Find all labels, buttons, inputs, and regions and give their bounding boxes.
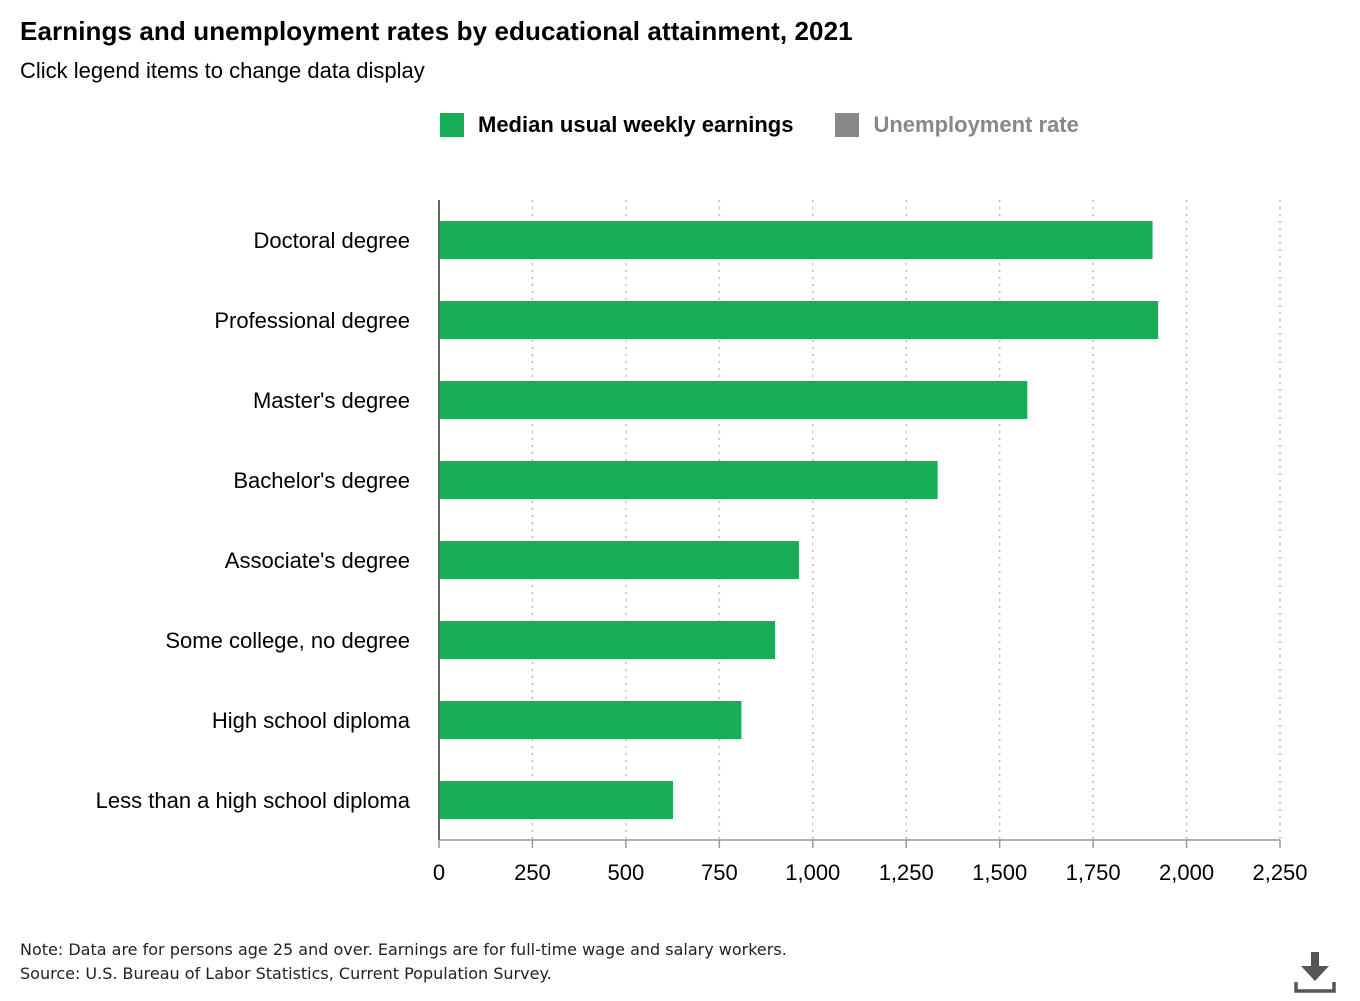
category-label: Master's degree [253, 388, 410, 413]
bar [439, 301, 1159, 339]
legend-swatch-earnings [440, 113, 464, 137]
legend-label-unemployment: Unemployment rate [873, 112, 1079, 137]
bar-chart: 0 250 500 750 1,000 1,250 1,500 1,750 2,000 2,250… [96, 200, 1308, 885]
category-label: Bachelor's degree [233, 468, 410, 493]
x-tick-label: 250 [514, 860, 551, 885]
source-text: Source: U.S. Bureau of Labor Statistics,… [20, 964, 552, 983]
x-tick-label: 2,000 [1159, 860, 1214, 885]
chart-title: Earnings and unemployment rates by educa… [20, 16, 853, 46]
bar [439, 221, 1153, 259]
x-tick-label: 500 [608, 860, 645, 885]
legend-swatch-unemployment [835, 113, 860, 137]
category-label: Some college, no degree [165, 628, 410, 653]
x-tick-label: 1,500 [972, 860, 1027, 885]
x-tick-label: 0 [433, 860, 445, 885]
bar [439, 621, 776, 659]
bar [439, 781, 673, 819]
category-label: Less than a high school diploma [96, 788, 411, 813]
bar [439, 461, 938, 499]
category-label: Associate's degree [225, 548, 410, 573]
x-tick-label: 1,750 [1066, 860, 1121, 885]
category-label: Doctoral degree [253, 228, 410, 253]
bar [439, 701, 742, 739]
bar [439, 381, 1028, 419]
chart-subtitle: Click legend items to change data displa… [20, 58, 425, 83]
legend-item-earnings[interactable]: Median usual weekly earnings [440, 112, 793, 138]
chart-footnotes: Note: Data are for persons age 25 and ov… [20, 938, 787, 986]
note-text: Note: Data are for persons age 25 and ov… [20, 940, 787, 959]
x-tick-label: 750 [701, 860, 738, 885]
category-label: Professional degree [214, 308, 410, 333]
legend: Median usual weekly earnings Unemploymen… [440, 112, 1121, 138]
legend-item-unemployment[interactable]: Unemployment rate [835, 112, 1079, 138]
category-label: High school diploma [212, 708, 411, 733]
x-tick-label: 2,250 [1252, 860, 1307, 885]
x-tick-label: 1,000 [785, 860, 840, 885]
download-button[interactable] [1292, 950, 1338, 996]
download-icon [1294, 952, 1336, 993]
legend-label-earnings: Median usual weekly earnings [478, 112, 794, 137]
x-tick-label: 1,250 [879, 860, 934, 885]
bar [439, 541, 799, 579]
